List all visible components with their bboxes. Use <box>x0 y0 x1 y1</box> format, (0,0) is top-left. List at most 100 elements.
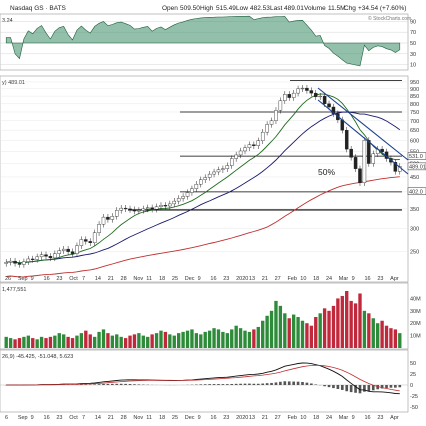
x-tick-label: Oct <box>69 415 78 421</box>
price-tick-label: 450 <box>410 175 419 181</box>
macd-histogram-bar <box>199 384 203 385</box>
candle-body <box>44 254 48 257</box>
macd-histogram-bar <box>327 385 331 388</box>
volume-bar <box>128 335 132 348</box>
candle-body <box>331 106 336 114</box>
candle-body <box>97 224 101 233</box>
volume-bar <box>353 303 358 348</box>
macd-histogram-bar <box>349 385 353 393</box>
price-pane: y) 489.01 50% 95090085080075070065060055… <box>0 75 426 283</box>
candle-body <box>252 144 256 146</box>
volume-bar <box>322 308 327 348</box>
candle-body <box>243 147 247 152</box>
macd-histogram-bar <box>239 383 242 385</box>
x-tick-label: Apr <box>390 415 399 421</box>
candle-body <box>229 158 234 166</box>
x-tick-label: 21 <box>262 415 268 421</box>
x-tick-label: Feb <box>287 276 296 282</box>
x-tick-label: Sep <box>18 415 28 421</box>
macd-tick-label: 25 <box>410 372 416 378</box>
fib-50-label: 50% <box>318 167 335 177</box>
x-tick-label: 21 <box>108 276 114 282</box>
macd-histogram-bar <box>394 385 397 388</box>
macd-histogram-bar <box>256 383 260 385</box>
change-value: +34.54 (+7.60%) <box>358 5 406 12</box>
volume-bar <box>216 329 221 348</box>
candle-body <box>274 110 278 121</box>
volume-bar <box>110 335 115 348</box>
macd-histogram-bar <box>212 384 216 385</box>
candle-body <box>168 203 172 207</box>
macd-histogram-bar <box>389 385 393 388</box>
volume-bar <box>66 336 70 348</box>
macd-histogram-bar <box>93 384 96 385</box>
macd-histogram-bar <box>358 385 362 394</box>
candle-body <box>66 248 70 252</box>
rsi-level-label: 90 <box>410 19 416 25</box>
price-marker-box <box>407 187 426 196</box>
macd-histogram-bar <box>380 385 384 389</box>
rsi-area <box>5 15 401 67</box>
volume-bar <box>261 320 265 348</box>
price-x-axis: 26 Sep 9 16 23 Oct 7 14 21 28 Nov 11 18 25 Dec 9 16 23 202… <box>5 276 399 282</box>
x-tick-label: Nov <box>133 276 143 282</box>
x-tick-label: 7 <box>82 276 85 282</box>
change-label: Chg <box>344 5 356 12</box>
price-marker-box <box>407 152 426 160</box>
volume-bar <box>84 330 88 348</box>
volume-bar <box>291 314 296 348</box>
volume-bar <box>154 333 159 348</box>
volume-bar <box>358 293 362 348</box>
x-tick-label: Mar <box>339 276 349 282</box>
x-tick-label: 23 <box>377 415 383 421</box>
x-tick-label: 13 <box>249 415 255 421</box>
candle-body <box>362 140 367 183</box>
price-tick-label: 750 <box>410 110 419 116</box>
x-tick-label: 18 <box>159 415 165 421</box>
price-tick-label: 950 <box>410 80 419 86</box>
volume-bar <box>331 305 336 348</box>
volume-bar <box>88 334 92 348</box>
candle-body <box>123 207 128 210</box>
macd-histogram-bar <box>261 383 265 385</box>
x-tick-label: 10 <box>300 415 306 421</box>
x-tick-label: 13 <box>249 276 255 282</box>
volume-bar <box>115 334 119 348</box>
volume-bar <box>26 335 31 348</box>
candle-body <box>247 144 252 148</box>
x-tick-label: 9 <box>352 415 355 421</box>
x-tick-label: Sep <box>18 276 28 282</box>
x-tick-label: Oct <box>69 276 78 282</box>
volume-bar <box>371 318 375 348</box>
x-tick-label: 24 <box>326 415 332 421</box>
price-tick-label: 600 <box>410 138 419 144</box>
volume-bar <box>265 315 269 348</box>
price-tick-label: 250 <box>410 250 419 256</box>
low-label: Low <box>236 5 248 12</box>
x-tick-label: Dec <box>185 415 195 421</box>
macd-histogram-bar <box>367 385 371 392</box>
volume-bar <box>8 338 13 348</box>
macd-histogram-bar <box>345 385 349 392</box>
volume-bar <box>327 310 331 348</box>
volume-bar <box>176 333 181 348</box>
volume-bar <box>287 318 291 348</box>
candle-body <box>128 208 132 210</box>
volume-bar <box>146 336 150 348</box>
volume-bar <box>283 313 287 348</box>
volume-bar <box>53 335 57 348</box>
volume-bar <box>163 331 168 348</box>
volume-bar <box>13 339 17 348</box>
candle-body <box>278 100 283 111</box>
x-tick-label: 23 <box>377 276 383 282</box>
candle-body <box>159 205 163 207</box>
candle-body <box>287 94 291 98</box>
candle-body <box>61 248 66 251</box>
volume-bar <box>384 325 389 348</box>
sma-long-line <box>6 176 400 278</box>
volume-tick-label: 20M <box>410 321 421 327</box>
candle-body <box>84 239 88 242</box>
macd-histogram-bar <box>225 384 229 385</box>
macd-histogram-bar <box>336 385 340 389</box>
candle-body <box>110 216 115 220</box>
